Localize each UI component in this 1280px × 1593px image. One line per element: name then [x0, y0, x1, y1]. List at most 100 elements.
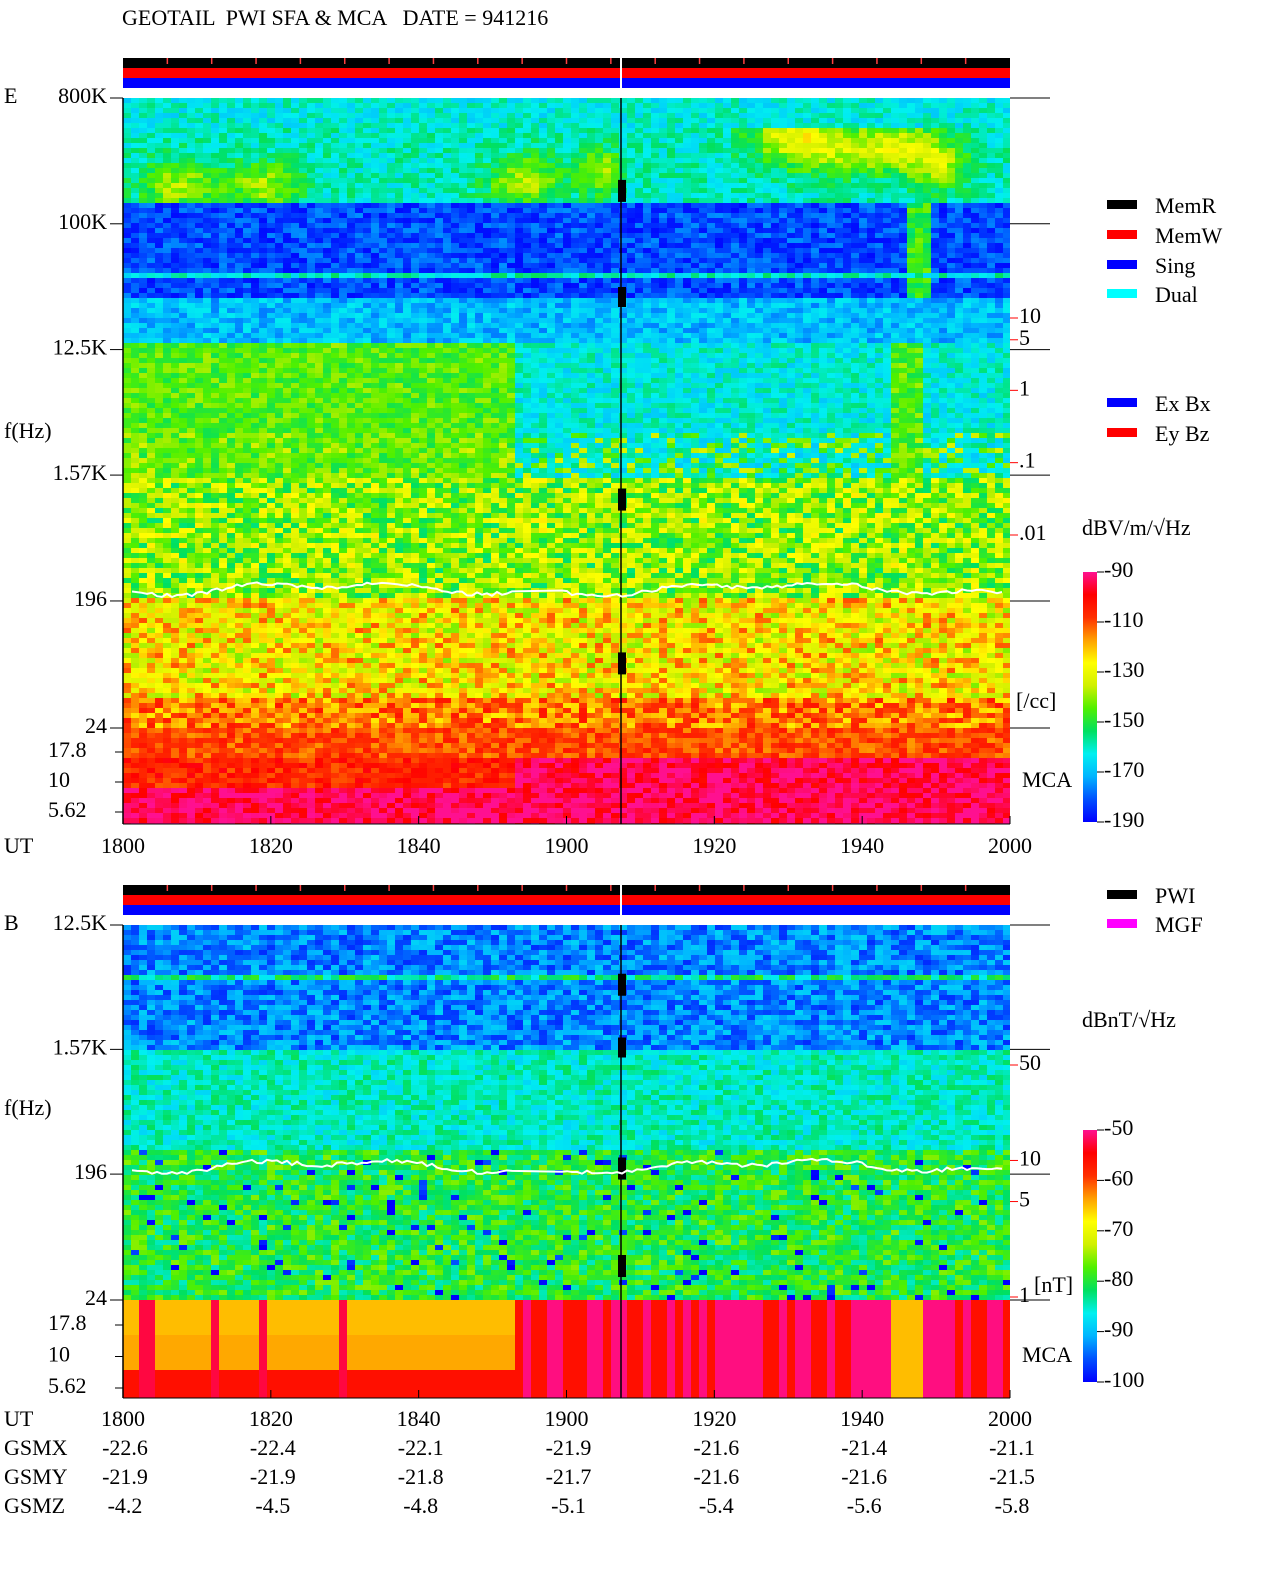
spectrogram-cell — [163, 338, 171, 343]
spectrogram-cell — [163, 673, 171, 678]
spectrogram-cell — [291, 783, 299, 788]
spectrogram-cell — [283, 628, 291, 633]
spectrogram-cell — [211, 368, 219, 373]
spectrogram-cell — [203, 248, 211, 253]
spectrogram-cell — [123, 128, 131, 133]
spectrogram-cell — [227, 283, 235, 288]
spectrogram-cell — [363, 183, 371, 188]
spectrogram-cell — [315, 623, 323, 628]
spectrogram-cell — [131, 738, 139, 743]
spectrogram-cell — [307, 573, 315, 578]
spectrogram-cell — [259, 188, 267, 193]
spectrogram-cell — [235, 663, 243, 668]
spectrogram-cell — [363, 308, 371, 313]
spectrogram-cell — [307, 738, 315, 743]
spectrogram-cell — [315, 643, 323, 648]
spectrogram-cell — [123, 218, 131, 223]
spectrogram-cell — [323, 673, 331, 678]
spectrogram-cell — [203, 778, 211, 783]
spectrogram-cell — [379, 523, 387, 528]
spectrogram-cell — [331, 688, 339, 693]
spectrogram-cell — [259, 738, 267, 743]
spectrogram-cell — [179, 258, 187, 263]
spectrogram-cell — [267, 718, 275, 723]
spectrogram-cell — [291, 563, 299, 568]
spectrogram-cell — [379, 783, 387, 788]
spectrogram-cell — [251, 548, 259, 553]
spectrogram-cell — [307, 623, 315, 628]
spectrogram-cell — [219, 403, 227, 408]
spectrogram-cell — [227, 468, 235, 473]
spectrogram-cell — [315, 723, 323, 728]
spectrogram-cell — [379, 538, 387, 543]
spectrogram-cell — [299, 788, 307, 793]
spectrogram-cell — [363, 808, 371, 813]
spectrogram-cell — [219, 273, 227, 278]
spectrogram-cell — [131, 428, 139, 433]
spectrogram-cell — [227, 273, 235, 278]
spectrogram-cell — [363, 253, 371, 258]
spectrogram-cell — [363, 653, 371, 658]
spectrogram-cell — [147, 298, 155, 303]
spectrogram-cell — [355, 208, 363, 213]
spectrogram-cell — [203, 783, 211, 788]
spectrogram-cell — [195, 768, 203, 773]
spectrogram-cell — [227, 563, 235, 568]
spectrogram-cell — [307, 373, 315, 378]
spectrogram-cell — [275, 298, 283, 303]
spectrogram-cell — [371, 413, 379, 418]
spectrogram-cell — [147, 418, 155, 423]
spectrogram-cell — [187, 113, 195, 118]
spectrogram-cell — [339, 583, 347, 588]
spectrogram-cell — [123, 528, 131, 533]
spectrogram-cell — [291, 213, 299, 218]
spectrogram-cell — [131, 343, 139, 348]
spectrogram-cell — [371, 288, 379, 293]
spectrogram-cell — [243, 718, 251, 723]
spectrogram-cell — [339, 798, 347, 803]
spectrogram-cell — [267, 703, 275, 708]
spectrogram-cell — [291, 113, 299, 118]
spectrogram-cell — [219, 218, 227, 223]
spectrogram-cell — [387, 493, 395, 498]
spectrogram-cell — [339, 693, 347, 698]
spectrogram-cell — [291, 123, 299, 128]
spectrogram-cell — [387, 253, 395, 258]
spectrogram-cell — [243, 348, 251, 353]
spectrogram-cell — [275, 438, 283, 443]
spectrogram-cell — [139, 318, 147, 323]
spectrogram-cell — [139, 753, 147, 758]
spectrogram-cell — [195, 728, 203, 733]
spectrogram-cell — [251, 178, 259, 183]
spectrogram-cell — [235, 468, 243, 473]
spectrogram-cell — [179, 183, 187, 188]
spectrogram-cell — [131, 418, 139, 423]
spectrogram-cell — [323, 298, 331, 303]
spectrogram-cell — [315, 673, 323, 678]
spectrogram-cell — [267, 513, 275, 518]
spectrogram-cell — [179, 783, 187, 788]
spectrogram-cell — [131, 573, 139, 578]
spectrogram-cell — [131, 333, 139, 338]
spectrogram-cell — [195, 158, 203, 163]
spectrogram-cell — [219, 693, 227, 698]
spectrogram-cell — [259, 653, 267, 658]
spectrogram-cell — [299, 373, 307, 378]
spectrogram-cell — [139, 483, 147, 488]
spectrogram-cell — [323, 798, 331, 803]
spectrogram-cell — [355, 153, 363, 158]
spectrogram-cell — [243, 183, 251, 188]
spectrogram-cell — [227, 323, 235, 328]
spectrogram-cell — [275, 348, 283, 353]
spectrogram-cell — [299, 463, 307, 468]
spectrogram-cell — [235, 133, 243, 138]
spectrogram-cell — [179, 488, 187, 493]
spectrogram-cell — [227, 418, 235, 423]
spectrogram-cell — [155, 473, 163, 478]
spectrogram-cell — [243, 363, 251, 368]
spectrogram-cell — [283, 708, 291, 713]
spectrogram-cell — [203, 403, 211, 408]
spectrogram-cell — [131, 468, 139, 473]
spectrogram-cell — [379, 168, 387, 173]
spectrogram-cell — [147, 483, 155, 488]
